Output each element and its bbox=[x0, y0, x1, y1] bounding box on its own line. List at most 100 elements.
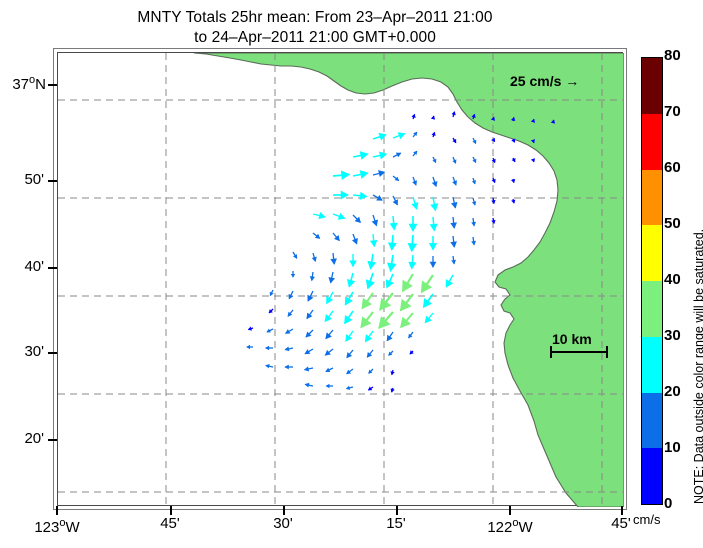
current-vector bbox=[365, 331, 373, 342]
current-vector bbox=[408, 332, 413, 338]
current-vector bbox=[432, 157, 436, 163]
x-tick-0 bbox=[56, 506, 58, 515]
current-vector bbox=[511, 179, 515, 183]
current-vector bbox=[393, 132, 405, 139]
current-vector bbox=[452, 138, 456, 143]
current-vector bbox=[402, 274, 413, 292]
current-vector bbox=[452, 177, 457, 186]
colorbar-band-10-20 bbox=[642, 393, 662, 449]
current-vector bbox=[412, 177, 417, 186]
current-vector bbox=[373, 170, 385, 177]
current-vector bbox=[366, 273, 375, 289]
current-vector bbox=[333, 233, 340, 241]
current-vector bbox=[430, 217, 438, 232]
map-plot-area: 25 cm/s → 10 km bbox=[57, 52, 623, 506]
colorbar-band-40-50 bbox=[642, 225, 662, 281]
current-vector bbox=[393, 176, 399, 181]
distance-scale-label: 10 km bbox=[552, 331, 592, 347]
current-vector bbox=[352, 234, 358, 245]
title-line-2: to 24–Apr–2011 21:00 GMT+0.000 bbox=[0, 28, 630, 48]
x-tick-3 bbox=[396, 506, 398, 515]
colorbar-note: NOTE: Data outside color range will be s… bbox=[676, 56, 696, 506]
current-vector bbox=[313, 233, 320, 239]
current-vector bbox=[346, 350, 353, 358]
velocity-scale-label: 25 cm/s → bbox=[510, 73, 579, 89]
colorbar-band-60-70 bbox=[642, 114, 662, 170]
current-vector bbox=[408, 255, 416, 270]
current-vector bbox=[285, 329, 293, 334]
current-vector bbox=[386, 274, 394, 289]
current-vector bbox=[492, 178, 496, 183]
x-tick-label-0: 123oW bbox=[11, 517, 103, 536]
scale-bar-cap-left bbox=[550, 346, 552, 358]
current-vector bbox=[451, 256, 456, 265]
current-vector bbox=[265, 364, 273, 368]
current-vector bbox=[472, 138, 476, 144]
colorbar-note-text: NOTE: Data outside color range will be s… bbox=[692, 229, 703, 504]
current-vector bbox=[346, 386, 353, 390]
current-vector bbox=[370, 234, 377, 247]
current-vector bbox=[388, 235, 397, 251]
current-vector bbox=[325, 330, 333, 339]
current-vector bbox=[452, 111, 456, 117]
current-vector bbox=[390, 370, 394, 375]
current-vector bbox=[293, 252, 297, 259]
x-tick-5 bbox=[621, 506, 623, 515]
current-vector bbox=[387, 332, 393, 341]
y-tick-1 bbox=[48, 180, 57, 182]
y-tick-label-0: 37oN bbox=[0, 74, 46, 93]
current-vector bbox=[391, 388, 395, 393]
map-canvas bbox=[58, 53, 624, 507]
current-vector bbox=[344, 311, 353, 324]
current-vector bbox=[411, 114, 415, 119]
current-vector bbox=[246, 345, 253, 349]
current-vector bbox=[305, 383, 313, 388]
current-vector bbox=[325, 368, 333, 372]
current-vector bbox=[430, 197, 438, 211]
current-vector bbox=[450, 217, 457, 229]
colorbar-band-70-80 bbox=[642, 58, 662, 114]
current-vector bbox=[265, 346, 273, 350]
x-tick-label-1: 45' bbox=[140, 515, 200, 532]
current-vector bbox=[270, 290, 274, 296]
scale-bar-cap-right bbox=[606, 346, 608, 358]
current-vector bbox=[431, 116, 435, 120]
current-vector bbox=[345, 292, 353, 306]
y-tick-label-4: 20' bbox=[0, 430, 44, 447]
current-vector bbox=[421, 275, 433, 293]
current-vector bbox=[400, 294, 413, 312]
current-vector bbox=[430, 256, 437, 268]
current-map-figure: MNTY Totals 25hr mean: From 23–Apr–2011 … bbox=[0, 0, 703, 548]
current-vector bbox=[367, 350, 373, 358]
current-vector bbox=[429, 236, 437, 251]
current-vector bbox=[413, 132, 417, 137]
colorbar-band-20-30 bbox=[642, 337, 662, 393]
current-vector bbox=[531, 158, 535, 162]
current-vector bbox=[413, 151, 417, 156]
current-vector bbox=[472, 198, 476, 206]
y-tick-0 bbox=[48, 84, 57, 86]
current-vector bbox=[266, 329, 273, 333]
current-vector bbox=[325, 311, 333, 322]
current-vector bbox=[390, 216, 398, 231]
x-tick-label-3: 15' bbox=[366, 515, 426, 532]
current-vector bbox=[409, 216, 418, 232]
current-vector bbox=[288, 310, 293, 317]
current-vector bbox=[328, 272, 335, 284]
current-vector bbox=[347, 273, 355, 288]
colorbar-band-30-40 bbox=[642, 281, 662, 337]
current-vector bbox=[387, 255, 397, 272]
current-vector bbox=[410, 350, 414, 354]
x-tick-1 bbox=[170, 506, 172, 515]
current-vector bbox=[346, 369, 353, 374]
current-vector bbox=[472, 157, 476, 163]
current-vector bbox=[333, 213, 345, 220]
current-vector bbox=[333, 170, 350, 180]
x-tick-4 bbox=[509, 506, 511, 515]
x-tick-label-4: 122oW bbox=[464, 517, 556, 536]
current-vector bbox=[313, 212, 326, 219]
current-vector bbox=[432, 177, 438, 187]
current-vector bbox=[353, 170, 369, 179]
current-vector bbox=[360, 312, 373, 328]
current-vector bbox=[330, 253, 337, 265]
